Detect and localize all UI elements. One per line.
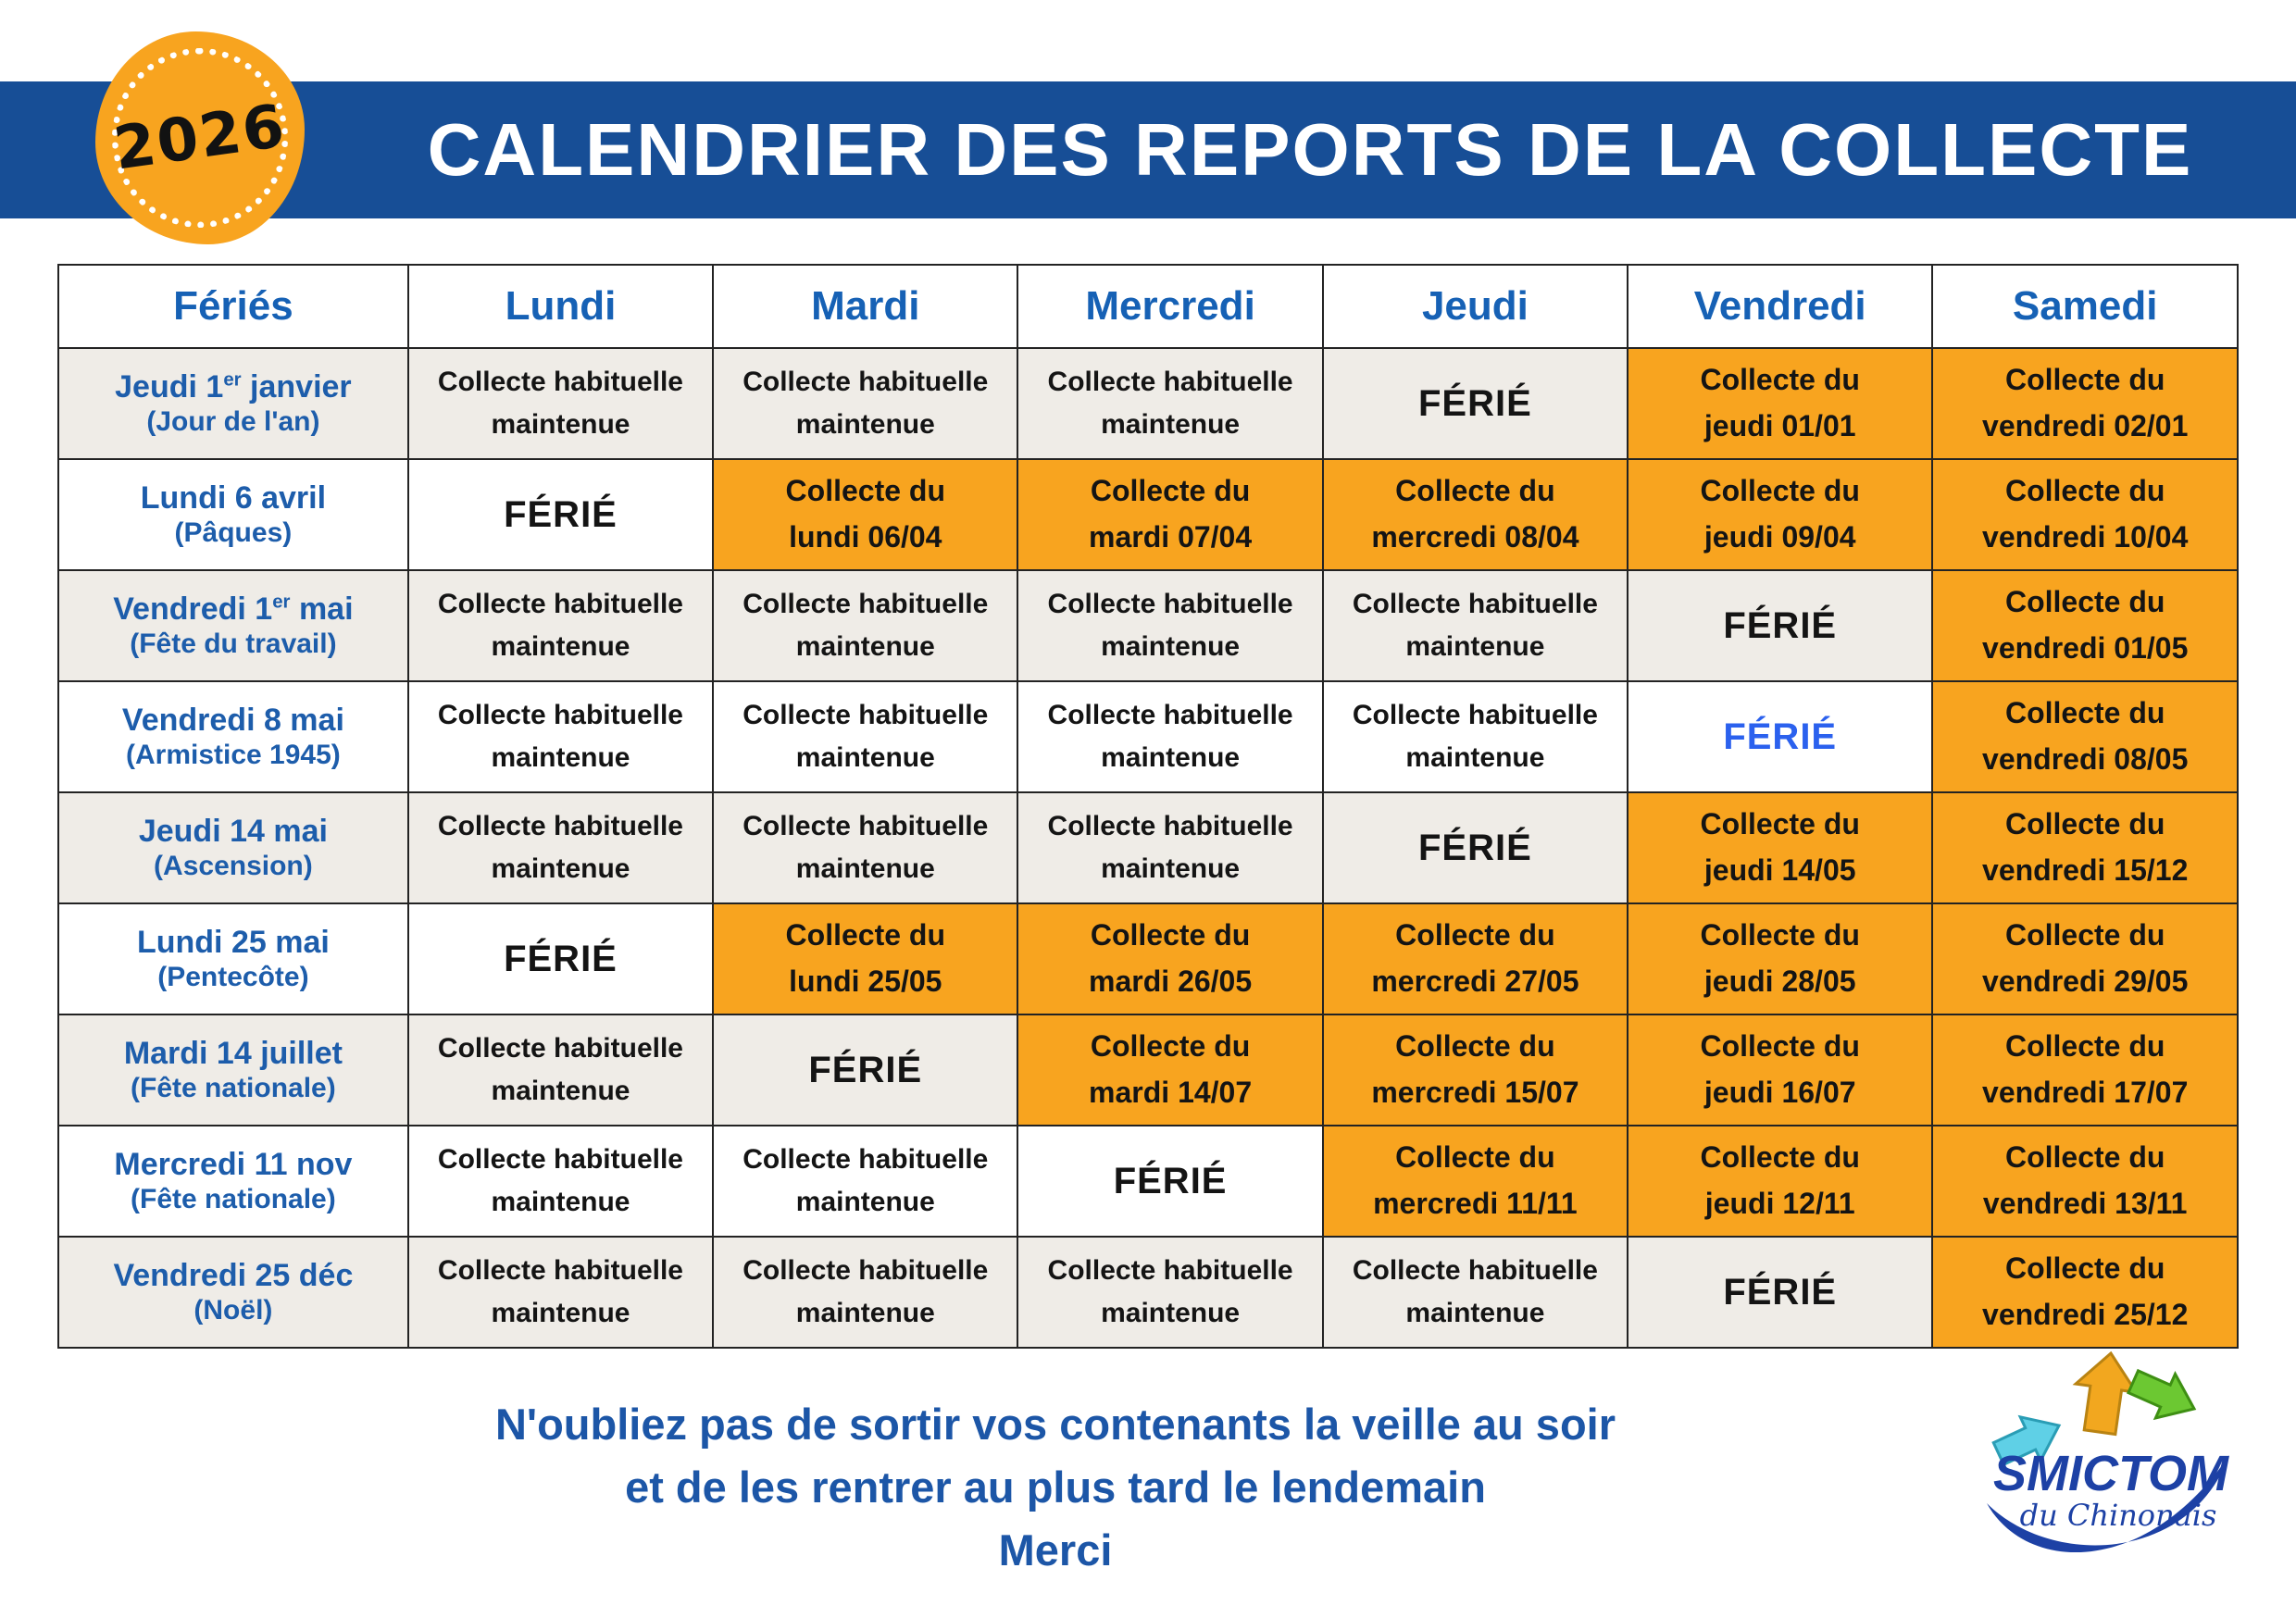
cell-report: Collecte du mercredi 27/05: [1321, 902, 1629, 1015]
calendar-header-row: Fériés Lundi Mardi Mercredi Jeudi Vendredi Sam…: [57, 264, 2239, 349]
cell-report: Collecte du vendredi 25/12: [1931, 1236, 2239, 1349]
cell-collecte-maintenue: Collecte habituelle maintenue: [406, 1014, 715, 1126]
holiday-name-cell: Jeudi 14 mai (Ascension): [57, 791, 409, 904]
cell-ferie: FÉRIÉ: [1321, 347, 1629, 460]
holiday-name-cell: Vendredi 8 mai (Armistice 1945): [57, 680, 409, 793]
holiday-name-cell: Lundi 25 mai (Pentecôte): [57, 902, 409, 1015]
cell-report: Collecte du jeudi 16/07: [1627, 1014, 1934, 1126]
smictom-logo: SMICTOM du Chinonais: [1970, 1344, 2252, 1596]
reminder-text: N'oubliez pas de sortir vos contenants l…: [130, 1393, 1981, 1582]
cell-ferie: FÉRIÉ: [712, 1014, 1019, 1126]
cell-report: Collecte du mardi 26/05: [1017, 902, 1324, 1015]
table-row: Jeudi 1er janvier (Jour de l'an) Collecte …: [57, 347, 2239, 460]
recycle-arrows-icon: SMICTOM du Chinonais: [1987, 1350, 2229, 1553]
cell-ferie: FÉRIÉ: [406, 902, 715, 1015]
cell-collecte-maintenue: Collecte habituelle maintenue: [712, 1125, 1019, 1238]
cell-report: Collecte du jeudi 09/04: [1627, 458, 1934, 571]
table-row: Mardi 14 juillet (Fête nationale) Collecte…: [57, 1014, 2239, 1126]
holiday-name-cell: Mercredi 11 nov (Fête nationale): [57, 1125, 409, 1238]
cell-collecte-maintenue: Collecte habituelle maintenue: [1321, 680, 1629, 793]
table-row: Vendredi 1er mai (Fête du travail) Collect…: [57, 569, 2239, 682]
cell-ferie: FÉRIÉ: [1627, 1236, 1934, 1349]
holiday-name-cell: Lundi 6 avril (Pâques): [57, 458, 409, 571]
cell-collecte-maintenue: Collecte habituelle maintenue: [406, 680, 715, 793]
title-banner: [0, 81, 2296, 218]
calendar-table-body: Jeudi 1er janvier (Jour de l'an) Collecte …: [57, 347, 2239, 1349]
cell-collecte-maintenue: Collecte habituelle maintenue: [712, 680, 1019, 793]
cell-collecte-maintenue: Collecte habituelle maintenue: [1321, 1236, 1629, 1349]
cell-report: Collecte du lundi 25/05: [712, 902, 1019, 1015]
cell-report: Collecte du jeudi 12/11: [1627, 1125, 1934, 1238]
cell-ferie: FÉRIÉ: [1321, 791, 1629, 904]
cell-collecte-maintenue: Collecte habituelle maintenue: [1017, 680, 1324, 793]
column-header-feries: Fériés: [57, 264, 409, 349]
reminder-line-1: N'oubliez pas de sortir vos contenants l…: [494, 1400, 1616, 1449]
logo-wordmark: SMICTOM: [1993, 1446, 2229, 1501]
cell-ferie: FÉRIÉ: [1627, 569, 1934, 682]
cell-report: Collecte du jeudi 28/05: [1627, 902, 1934, 1015]
cell-ferie: FÉRIÉ: [406, 458, 715, 571]
cell-report: Collecte du mercredi 11/11: [1321, 1125, 1629, 1238]
cell-collecte-maintenue: Collecte habituelle maintenue: [1017, 569, 1324, 682]
table-row: Vendredi 8 mai (Armistice 1945) Collecte h…: [57, 680, 2239, 793]
cell-collecte-maintenue: Collecte habituelle maintenue: [406, 569, 715, 682]
cell-report: Collecte du mardi 07/04: [1017, 458, 1324, 571]
cell-report: Collecte du jeudi 14/05: [1627, 791, 1934, 904]
cell-collecte-maintenue: Collecte habituelle maintenue: [712, 569, 1019, 682]
cell-report: Collecte du vendredi 10/04: [1931, 458, 2239, 571]
cell-report: Collecte du mercredi 15/07: [1321, 1014, 1629, 1126]
column-header-samedi: Samedi: [1931, 264, 2239, 349]
table-row: Lundi 25 mai (Pentecôte) FÉRIÉ Collecte du l…: [57, 902, 2239, 1015]
cell-report: Collecte du vendredi 08/05: [1931, 680, 2239, 793]
year-badge: 2026: [95, 31, 305, 244]
logo-subtitle: du Chinonais: [2020, 1498, 2217, 1533]
cell-ferie: FÉRIÉ: [1627, 680, 1934, 793]
cell-ferie: FÉRIÉ: [1017, 1125, 1324, 1238]
cell-collecte-maintenue: Collecte habituelle maintenue: [712, 791, 1019, 904]
reminder-line-3: Merci: [998, 1525, 1113, 1575]
column-header-jeudi: Jeudi: [1321, 264, 1629, 349]
cell-report: Collecte du lundi 06/04: [712, 458, 1019, 571]
holiday-name-cell: Jeudi 1er janvier (Jour de l'an): [57, 347, 409, 460]
cell-report: Collecte du vendredi 15/12: [1931, 791, 2239, 904]
cell-collecte-maintenue: Collecte habituelle maintenue: [1017, 791, 1324, 904]
collection-report-table: Fériés Lundi Mardi Mercredi Jeudi Vendredi Sam…: [57, 264, 2239, 1349]
cell-collecte-maintenue: Collecte habituelle maintenue: [406, 347, 715, 460]
table-row: Mercredi 11 nov (Fête nationale) Collecte …: [57, 1125, 2239, 1238]
holiday-name-cell: Vendredi 25 déc (Noël): [57, 1236, 409, 1349]
column-header-mardi: Mardi: [712, 264, 1019, 349]
page-title: CALENDRIER DES REPORTS DE LA COLLECTE: [427, 108, 2193, 191]
cell-collecte-maintenue: Collecte habituelle maintenue: [1017, 347, 1324, 460]
cell-report: Collecte du vendredi 01/05: [1931, 569, 2239, 682]
column-header-lundi: Lundi: [406, 264, 715, 349]
table-row: Vendredi 25 déc (Noël) Collecte habituelle…: [57, 1236, 2239, 1349]
column-header-mercredi: Mercredi: [1017, 264, 1324, 349]
cell-report: Collecte du mercredi 08/04: [1321, 458, 1629, 571]
table-row: Jeudi 14 mai (Ascension) Collecte habituel…: [57, 791, 2239, 904]
cell-collecte-maintenue: Collecte habituelle maintenue: [712, 347, 1019, 460]
cell-report: Collecte du mardi 14/07: [1017, 1014, 1324, 1126]
cell-collecte-maintenue: Collecte habituelle maintenue: [406, 791, 715, 904]
holiday-name-cell: Mardi 14 juillet (Fête nationale): [57, 1014, 409, 1126]
holiday-name-cell: Vendredi 1er mai (Fête du travail): [57, 569, 409, 682]
cell-report: Collecte du vendredi 29/05: [1931, 902, 2239, 1015]
cell-collecte-maintenue: Collecte habituelle maintenue: [406, 1236, 715, 1349]
cell-collecte-maintenue: Collecte habituelle maintenue: [1017, 1236, 1324, 1349]
year-label: 2026: [109, 92, 291, 184]
cell-collecte-maintenue: Collecte habituelle maintenue: [1321, 569, 1629, 682]
table-row: Lundi 6 avril (Pâques) FÉRIÉ Collecte du lun…: [57, 458, 2239, 571]
cell-report: Collecte du vendredi 13/11: [1931, 1125, 2239, 1238]
cell-report: Collecte du jeudi 01/01: [1627, 347, 1934, 460]
column-header-vendredi: Vendredi: [1627, 264, 1934, 349]
cell-report: Collecte du vendredi 02/01: [1931, 347, 2239, 460]
reminder-line-2: et de les rentrer au plus tard le lendem…: [625, 1462, 1486, 1512]
cell-collecte-maintenue: Collecte habituelle maintenue: [712, 1236, 1019, 1349]
cell-collecte-maintenue: Collecte habituelle maintenue: [406, 1125, 715, 1238]
cell-report: Collecte du vendredi 17/07: [1931, 1014, 2239, 1126]
